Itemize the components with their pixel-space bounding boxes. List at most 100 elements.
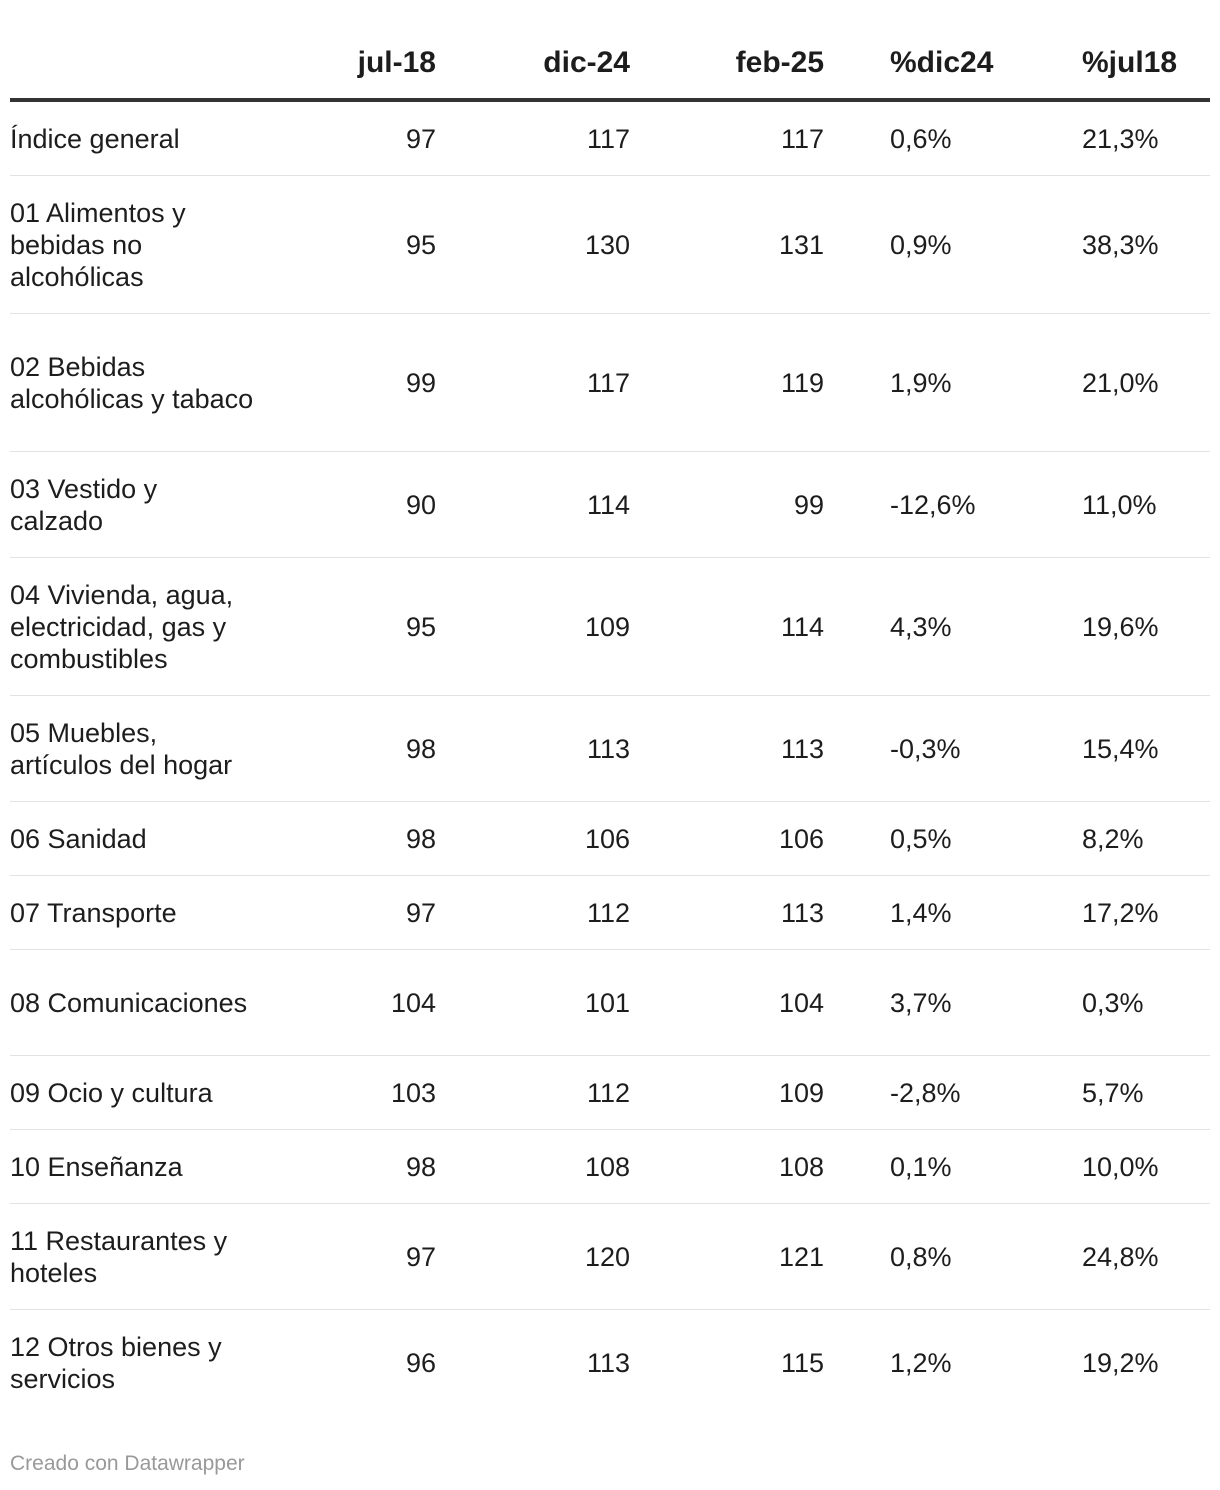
cell-pct-jul18: 8,2% [1020, 801, 1210, 876]
cell-pct-dic24: 0,9% [826, 175, 1020, 314]
cell-dic-24: 120 [438, 1203, 632, 1310]
cell-jul-18: 97 [265, 1203, 438, 1310]
cell-feb-25: 104 [632, 949, 826, 1056]
table-row: 08 Comunicaciones 104 101 104 3,7% 0,3% [10, 949, 1210, 1056]
table-row: 03 Vestido y calzado 90 114 99 -12,6% 11,0% [10, 451, 1210, 558]
table-row: 10 Enseñanza 98 108 108 0,1% 10,0% [10, 1129, 1210, 1204]
cell-jul-18: 97 [265, 875, 438, 950]
cell-dic-24: 130 [438, 175, 632, 314]
cell-feb-25: 113 [632, 695, 826, 802]
cell-dic-24: 113 [438, 695, 632, 802]
data-table-container: jul-18 dic-24 feb-25 %dic24 %jul18 Índic… [10, 28, 1210, 1415]
cell-feb-25: 117 [632, 100, 826, 176]
table-header: jul-18 dic-24 feb-25 %dic24 %jul18 [10, 28, 1210, 102]
table-row: 01 Alimentos y bebidas no alcohólicas 95 1… [10, 175, 1210, 314]
cell-feb-25: 106 [632, 801, 826, 876]
cell-jul-18: 95 [265, 557, 438, 696]
table-row: 02 Bebidas alcohólicas y tabaco 99 117 119 1… [10, 313, 1210, 452]
header-pct-jul18[interactable]: %jul18 [1020, 28, 1210, 102]
cell-pct-dic24: 0,5% [826, 801, 1020, 876]
row-label: 02 Bebidas alcohólicas y tabaco [10, 313, 265, 452]
cell-jul-18: 104 [265, 949, 438, 1056]
cell-dic-24: 117 [438, 313, 632, 452]
cell-pct-dic24: -2,8% [826, 1055, 1020, 1130]
row-label: 10 Enseñanza [10, 1129, 265, 1204]
cell-dic-24: 113 [586, 1347, 630, 1378]
header-label[interactable] [10, 28, 265, 102]
cell-dic-24: 112 [438, 875, 632, 950]
row-label: 07 Transporte [10, 875, 265, 950]
cell-dic-24: 106 [438, 801, 632, 876]
header-pct-dic24[interactable]: %dic24 [826, 28, 1020, 102]
table-row: 09 Ocio y cultura 103 112 109 -2,8% 5,7% [10, 1055, 1210, 1130]
cell-pct-jul18: 10,0% [1020, 1129, 1210, 1204]
table-row: Índice general 97 117 117 0,6% 21,3% [10, 100, 1210, 176]
cell-feb-25: 99 [632, 451, 826, 558]
cell-jul-18: 98 [265, 801, 438, 876]
cell-feb-25: 109 [632, 1055, 826, 1130]
cell-jul-18: 95 [265, 175, 438, 314]
cell-pct-jul18: 5,7% [1020, 1055, 1210, 1130]
cell-jul-18: 99 [265, 313, 438, 452]
cell-pct-dic24: 4,3% [826, 557, 1020, 696]
cell-dic-24: 108 [438, 1129, 632, 1204]
cell-feb-25: 119 [632, 313, 826, 452]
cell-pct-jul18: 11,0% [1020, 451, 1210, 558]
cell-feb-25: 113 [632, 875, 826, 950]
cell-pct-dic24: -12,6% [826, 451, 1020, 558]
cell-pct-dic24: 1,2% [890, 1347, 952, 1378]
header-jul-18[interactable]: jul-18 [265, 28, 438, 102]
row-label: 12 Otros bienes y servicios [10, 1331, 222, 1394]
cell-pct-jul18: 21,0% [1020, 313, 1210, 452]
cell-feb-25: 121 [632, 1203, 826, 1310]
header-dic-24[interactable]: dic-24 [438, 28, 632, 102]
header-row: jul-18 dic-24 feb-25 %dic24 %jul18 [10, 28, 1210, 102]
row-label: 01 Alimentos y bebidas no alcohólicas [10, 175, 265, 314]
cell-pct-jul18: 19,6% [1020, 557, 1210, 696]
footer-credit[interactable]: Creado con Datawrapper [10, 1452, 245, 1475]
cell-feb-25: 115 [780, 1347, 824, 1378]
table-body: Índice general 97 117 117 0,6% 21,3% 01 Alimen… [10, 100, 1210, 1415]
cell-jul-18: 98 [265, 1129, 438, 1204]
cell-pct-jul18: 24,8% [1020, 1203, 1210, 1310]
table-row: 07 Transporte 97 112 113 1,4% 17,2% [10, 875, 1210, 950]
cell-pct-dic24: 1,4% [826, 875, 1020, 950]
cell-feb-25: 114 [632, 557, 826, 696]
header-feb-25[interactable]: feb-25 [632, 28, 826, 102]
table-row: 12 Otros bienes y servicios 96 113 115 1,2% 1… [10, 1310, 1210, 1416]
row-label: 11 Restaurantes y hoteles [10, 1203, 265, 1310]
row-label: 08 Comunicaciones [10, 949, 265, 1056]
cell-jul-18: 90 [265, 451, 438, 558]
cell-pct-jul18: 21,3% [1020, 100, 1210, 176]
cpi-table: jul-18 dic-24 feb-25 %dic24 %jul18 Índic… [10, 28, 1210, 1415]
cell-pct-dic24: 0,1% [826, 1129, 1020, 1204]
cell-pct-jul18: 19,2% [1082, 1347, 1159, 1378]
cell-jul-18: 96 [405, 1347, 436, 1378]
row-label: Índice general [10, 100, 265, 176]
cell-pct-jul18: 38,3% [1020, 175, 1210, 314]
cell-feb-25: 108 [632, 1129, 826, 1204]
row-label: 04 Vivienda, agua, electricidad, gas y c… [10, 557, 265, 696]
cell-feb-25: 131 [632, 175, 826, 314]
cell-pct-dic24: -0,3% [826, 695, 1020, 802]
cell-pct-jul18: 0,3% [1020, 949, 1210, 1056]
cell-dic-24: 101 [438, 949, 632, 1056]
cell-dic-24: 114 [438, 451, 632, 558]
cell-dic-24: 117 [438, 100, 632, 176]
cell-pct-jul18: 17,2% [1020, 875, 1210, 950]
cell-dic-24: 112 [438, 1055, 632, 1130]
cell-jul-18: 103 [265, 1055, 438, 1130]
row-label: 05 Muebles, artículos del hogar [10, 695, 265, 802]
table-row: 06 Sanidad 98 106 106 0,5% 8,2% [10, 801, 1210, 876]
cell-dic-24: 109 [438, 557, 632, 696]
cell-pct-dic24: 1,9% [826, 313, 1020, 452]
cell-pct-dic24: 0,8% [826, 1203, 1020, 1310]
table-row: 04 Vivienda, agua, electricidad, gas y c… [10, 557, 1210, 696]
cell-pct-jul18: 15,4% [1020, 695, 1210, 802]
row-label: 03 Vestido y calzado [10, 451, 265, 558]
table-row: 11 Restaurantes y hoteles 97 120 121 0,8% 24,… [10, 1203, 1210, 1310]
row-label: 06 Sanidad [10, 801, 265, 876]
cell-jul-18: 97 [265, 100, 438, 176]
cell-pct-dic24: 3,7% [826, 949, 1020, 1056]
cell-jul-18: 98 [265, 695, 438, 802]
